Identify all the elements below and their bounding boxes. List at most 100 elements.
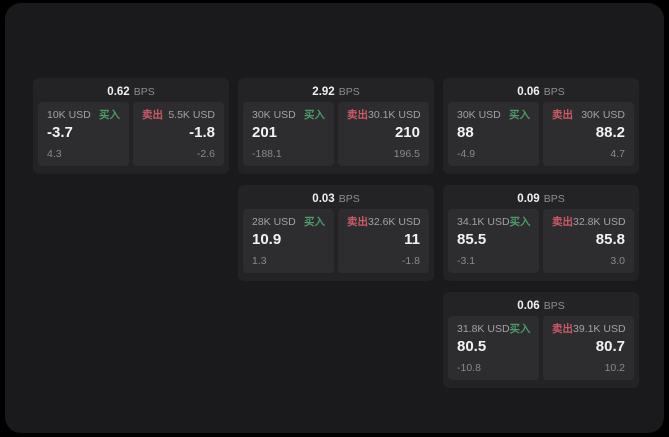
buy-price: 10.9 xyxy=(252,231,282,248)
buy-side-label: 买入 xyxy=(304,109,325,121)
card-header: 0.06 BPS xyxy=(443,292,639,316)
sell-side-label: 卖出 xyxy=(552,323,573,335)
sell-amount: 32.8K USD xyxy=(573,216,626,228)
sell-amount: 39.1K USD xyxy=(573,323,626,335)
bps-value: 0.06 xyxy=(517,86,540,98)
card-header: 0.62 BPS xyxy=(33,78,229,102)
buy-panel-top: 10K USD 买入 xyxy=(47,109,120,121)
buy-sub-value: -10.8 xyxy=(457,362,481,374)
buy-sub-value: -4.9 xyxy=(457,148,476,160)
buy-side-label: 买入 xyxy=(304,216,325,228)
buy-price: 88 xyxy=(457,124,474,141)
buy-amount: 34.1K USD xyxy=(457,216,510,228)
buy-panel[interactable]: 34.1K USD 买入 85.5 -3.1 xyxy=(448,209,539,273)
sell-panel-top: 卖出 30.1K USD xyxy=(347,109,421,121)
sell-panel[interactable]: 卖出 30.1K USD 210 196.5 xyxy=(338,102,429,166)
card-header: 0.09 BPS xyxy=(443,185,639,209)
sell-panel[interactable]: 卖出 5.5K USD -1.8 -2.6 xyxy=(133,102,224,166)
sell-price: 85.8 xyxy=(595,231,625,248)
sell-sub-value: 196.5 xyxy=(393,148,420,160)
sell-side-label: 卖出 xyxy=(552,109,573,121)
sell-panel-top: 卖出 30K USD xyxy=(552,109,625,121)
bps-value: 0.62 xyxy=(107,86,130,98)
quote-card[interactable]: 2.92 BPS 30K USD 买入 201 -188.1 卖出 30.1K U… xyxy=(238,78,434,174)
quote-card[interactable]: 0.06 BPS 31.8K USD 买入 80.5 -10.8 卖出 39.1K… xyxy=(443,292,639,388)
sell-sub-value: 3.0 xyxy=(610,255,625,267)
buy-panel[interactable]: 28K USD 买入 10.9 1.3 xyxy=(243,209,334,273)
sell-panel[interactable]: 卖出 39.1K USD 80.7 10.2 xyxy=(543,316,634,380)
buy-amount: 10K USD xyxy=(47,109,91,121)
bps-value: 0.06 xyxy=(517,300,540,312)
buy-side-label: 买入 xyxy=(509,323,531,335)
buy-panel[interactable]: 30K USD 买入 201 -188.1 xyxy=(243,102,334,166)
buy-sub-value: 4.3 xyxy=(47,148,62,160)
buy-panel-top: 28K USD 买入 xyxy=(252,216,325,228)
card-header: 0.03 BPS xyxy=(238,185,434,209)
bps-unit-label: BPS xyxy=(543,86,565,98)
buy-price: 85.5 xyxy=(457,231,487,248)
sell-sub-value: 10.2 xyxy=(604,362,625,374)
panel-row: 30K USD 买入 88 -4.9 卖出 30K USD 88.2 4.7 xyxy=(443,102,639,166)
buy-amount: 30K USD xyxy=(457,109,501,121)
buy-price: 80.5 xyxy=(457,338,487,355)
buy-panel[interactable]: 10K USD 买入 -3.7 4.3 xyxy=(38,102,129,166)
sell-panel-top: 卖出 32.6K USD xyxy=(347,216,421,228)
buy-price: -3.7 xyxy=(47,124,73,141)
quote-card[interactable]: 0.62 BPS 10K USD 买入 -3.7 4.3 卖出 5.5K USD … xyxy=(33,78,229,174)
quote-card[interactable]: 0.06 BPS 30K USD 买入 88 -4.9 卖出 30K USD 88… xyxy=(443,78,639,174)
buy-amount: 28K USD xyxy=(252,216,296,228)
bps-value: 2.92 xyxy=(312,86,335,98)
panel-row: 31.8K USD 买入 80.5 -10.8 卖出 39.1K USD 80.… xyxy=(443,316,639,380)
panel-row: 30K USD 买入 201 -188.1 卖出 30.1K USD 210 1… xyxy=(238,102,434,166)
buy-panel[interactable]: 30K USD 买入 88 -4.9 xyxy=(448,102,539,166)
panel-row: 28K USD 买入 10.9 1.3 卖出 32.6K USD 11 -1.8 xyxy=(238,209,434,273)
sell-price: 210 xyxy=(394,124,420,141)
buy-sub-value: -3.1 xyxy=(457,255,476,267)
buy-panel[interactable]: 31.8K USD 买入 80.5 -10.8 xyxy=(448,316,539,380)
bps-value: 0.09 xyxy=(517,193,540,205)
buy-panel-top: 30K USD 买入 xyxy=(252,109,325,121)
sell-price: -1.8 xyxy=(189,124,215,141)
buy-amount: 30K USD xyxy=(252,109,296,121)
quote-card[interactable]: 0.09 BPS 34.1K USD 买入 85.5 -3.1 卖出 32.8K … xyxy=(443,185,639,281)
sell-sub-value: -2.6 xyxy=(196,148,215,160)
sell-panel[interactable]: 卖出 32.6K USD 11 -1.8 xyxy=(338,209,429,273)
sell-panel[interactable]: 卖出 32.8K USD 85.8 3.0 xyxy=(543,209,634,273)
sell-sub-value: -1.8 xyxy=(401,255,420,267)
bps-unit-label: BPS xyxy=(133,86,155,98)
panel-row: 34.1K USD 买入 85.5 -3.1 卖出 32.8K USD 85.8… xyxy=(443,209,639,273)
sell-price: 11 xyxy=(404,231,420,248)
sell-sub-value: 4.7 xyxy=(610,148,625,160)
sell-panel-top: 卖出 32.8K USD xyxy=(552,216,626,228)
quote-card[interactable]: 0.03 BPS 28K USD 买入 10.9 1.3 卖出 32.6K USD… xyxy=(238,185,434,281)
sell-side-label: 卖出 xyxy=(347,216,368,228)
sell-price: 88.2 xyxy=(595,124,625,141)
buy-side-label: 买入 xyxy=(509,109,530,121)
buy-sub-value: 1.3 xyxy=(252,255,267,267)
buy-amount: 31.8K USD xyxy=(457,323,510,335)
card-header: 2.92 BPS xyxy=(238,78,434,102)
buy-panel-top: 31.8K USD 买入 xyxy=(457,323,531,335)
bps-unit-label: BPS xyxy=(543,193,565,205)
sell-panel[interactable]: 卖出 30K USD 88.2 4.7 xyxy=(543,102,634,166)
bps-unit-label: BPS xyxy=(338,86,360,98)
card-header: 0.06 BPS xyxy=(443,78,639,102)
sell-amount: 30.1K USD xyxy=(368,109,421,121)
sell-panel-top: 卖出 5.5K USD xyxy=(142,109,215,121)
buy-panel-top: 30K USD 买入 xyxy=(457,109,530,121)
sell-price: 80.7 xyxy=(595,338,625,355)
bps-value: 0.03 xyxy=(312,193,335,205)
buy-sub-value: -188.1 xyxy=(252,148,282,160)
buy-side-label: 买入 xyxy=(509,216,531,228)
panel-row: 10K USD 买入 -3.7 4.3 卖出 5.5K USD -1.8 -2.… xyxy=(33,102,229,166)
bps-unit-label: BPS xyxy=(543,300,565,312)
sell-amount: 32.6K USD xyxy=(368,216,421,228)
sell-amount: 30K USD xyxy=(581,109,625,121)
buy-side-label: 买入 xyxy=(99,109,120,121)
bps-unit-label: BPS xyxy=(338,193,360,205)
sell-side-label: 卖出 xyxy=(552,216,573,228)
buy-price: 201 xyxy=(252,124,278,141)
sell-panel-top: 卖出 39.1K USD xyxy=(552,323,626,335)
sell-side-label: 卖出 xyxy=(347,109,368,121)
